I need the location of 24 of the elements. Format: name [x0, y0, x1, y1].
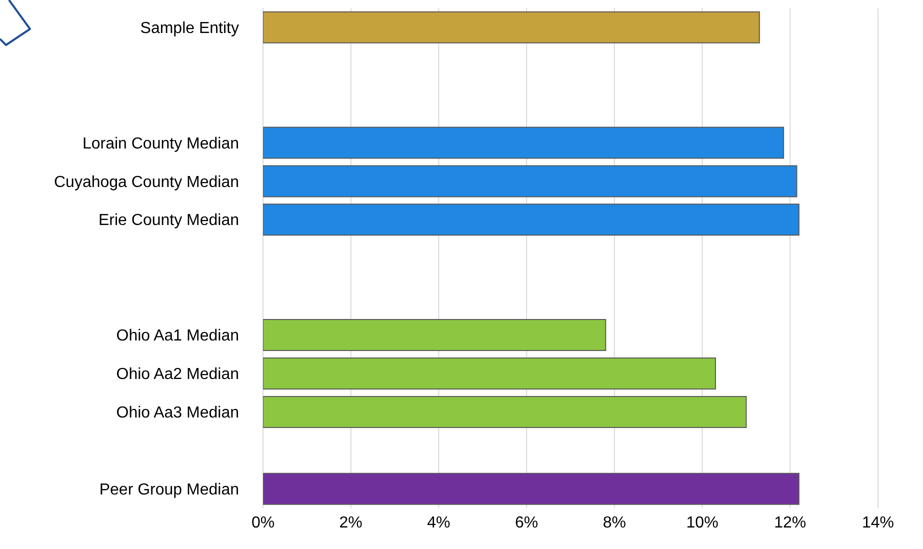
y-tick-label: Erie County Median [98, 212, 239, 230]
bar [263, 126, 784, 159]
bar [263, 11, 760, 44]
bar [263, 204, 800, 236]
x-tick-label: 2% [339, 514, 362, 532]
x-tick-label: 8% [602, 514, 626, 532]
x-tick-label: 12% [774, 514, 806, 532]
bar [263, 319, 606, 352]
y-tick-label: Peer Group Median [99, 481, 239, 498]
y-tick-label: Sample Entity [140, 20, 239, 37]
y-tick-label: Ohio Aa3 Median [116, 404, 239, 422]
y-tick-label: Lorain County Median [82, 135, 239, 152]
x-tick-label: 10% [686, 514, 718, 532]
x-tick-label: 14% [862, 514, 894, 532]
bar [263, 165, 798, 198]
bar [263, 396, 747, 428]
y-tick-label: Cuyahoga County Median [54, 174, 239, 191]
bar [263, 358, 716, 390]
y-tick-label: Ohio Aa2 Median [116, 366, 239, 384]
y-tick-label: Ohio Aa1 Median [116, 328, 239, 345]
x-tick-label: 4% [427, 514, 450, 532]
x-tick-label: 6% [515, 514, 538, 532]
x-tick-label: 0% [251, 514, 275, 532]
bar [263, 472, 800, 505]
